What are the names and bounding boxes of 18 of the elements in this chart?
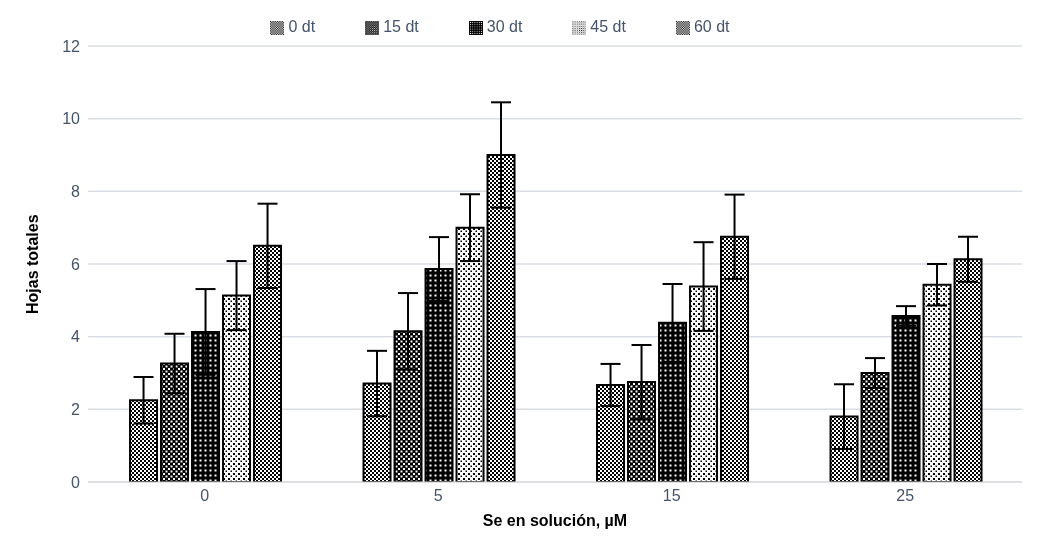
x-tick-label: 15 (662, 487, 681, 505)
y-tick-label: 10 (62, 110, 81, 128)
y-tick-label: 8 (71, 183, 81, 201)
legend-label: 45 dt (590, 18, 626, 35)
legend-label: 0 dt (288, 18, 316, 35)
legend-label: 30 dt (486, 18, 523, 35)
y-axis-title: Hojas totales (23, 214, 41, 314)
x-tick-label: 0 (200, 487, 210, 505)
y-tick-label: 0 (71, 473, 81, 491)
y-tick-label: 2 (71, 401, 81, 419)
x-axis-title: Se en solución, µM (482, 512, 628, 529)
y-tick-label: 12 (62, 37, 81, 55)
legend-label: 15 dt (383, 18, 419, 35)
y-tick-label: 4 (71, 328, 81, 346)
y-tick-label: 6 (71, 255, 81, 273)
x-tick-label: 5 (433, 487, 443, 505)
legend-label: 60 dt (693, 18, 730, 35)
x-tick-label: 25 (896, 487, 915, 505)
